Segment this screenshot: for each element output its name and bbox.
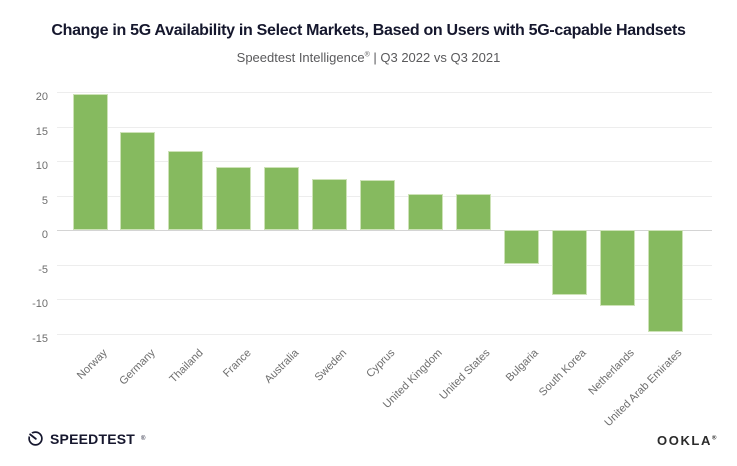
subtitle-period: | Q3 2022 vs Q3 2021 xyxy=(369,50,501,65)
x-axis-label: South Korea xyxy=(536,347,589,399)
y-tick-label: 10 xyxy=(35,160,48,173)
bar-bulgaria xyxy=(503,230,539,265)
bar-united-arab-emirates xyxy=(647,230,683,333)
bar-netherlands xyxy=(599,230,635,307)
gridline xyxy=(57,299,712,301)
speedtest-logo: SPEEDTEST ® xyxy=(27,430,145,447)
plot-area: 20 15 10 5 0 -5 -10 -15 Norway Germany Thailand Fra… xyxy=(32,88,712,429)
x-axis-label: Sweden xyxy=(312,347,350,384)
gridline xyxy=(57,264,712,266)
y-tick-label: 15 xyxy=(35,125,48,138)
y-tick-label: 20 xyxy=(35,91,48,104)
bar-south-korea xyxy=(551,230,587,296)
ookla-registered-mark: ® xyxy=(711,435,718,442)
x-axis-label: France xyxy=(220,347,254,380)
x-axis-label: Cyprus xyxy=(363,347,397,381)
x-axis-label: Thailand xyxy=(166,347,206,386)
x-axis-label: Australia xyxy=(262,347,302,386)
gridline xyxy=(57,126,712,128)
gridline xyxy=(57,92,712,94)
bar-germany xyxy=(120,132,156,231)
bar-thailand xyxy=(168,150,204,231)
bar-united-states xyxy=(455,193,491,231)
y-tick-label: -5 xyxy=(38,263,48,276)
x-axis-label: United States xyxy=(437,347,493,403)
chart-title: Change in 5G Availability in Select Mark… xyxy=(51,22,686,39)
y-tick-label: -15 xyxy=(32,332,48,345)
y-tick-label: -10 xyxy=(32,298,48,311)
x-axis-label: Netherlands xyxy=(586,347,637,398)
ookla-wordmark: OOKLA xyxy=(657,433,712,448)
x-axis-label: Norway xyxy=(74,347,110,382)
bar-france xyxy=(216,166,252,231)
bar-norway xyxy=(72,93,108,231)
gridline xyxy=(57,333,712,335)
gridline xyxy=(57,161,712,163)
bar-united-kingdom xyxy=(407,193,443,231)
y-tick-label: 0 xyxy=(41,229,48,242)
registered-mark: ® xyxy=(364,51,370,59)
subtitle-brand: Speedtest Intelligence xyxy=(236,50,365,65)
x-axis-label: Bulgaria xyxy=(503,347,541,385)
bar-sweden xyxy=(312,179,348,231)
zero-gridline xyxy=(57,230,712,232)
y-tick-label: 5 xyxy=(41,194,48,207)
bar-cyprus xyxy=(360,179,395,231)
ookla-logo: OOKLA® xyxy=(657,433,718,448)
speedtest-registered-mark: ® xyxy=(141,435,146,442)
chart-subtitle: Speedtest Intelligence® | Q3 2022 vs Q3 … xyxy=(0,50,737,65)
speedtest-wordmark: SPEEDTEST xyxy=(50,430,136,447)
speedometer-icon xyxy=(27,430,44,447)
bar-australia xyxy=(264,166,300,231)
x-axis-label: Germany xyxy=(116,347,158,388)
